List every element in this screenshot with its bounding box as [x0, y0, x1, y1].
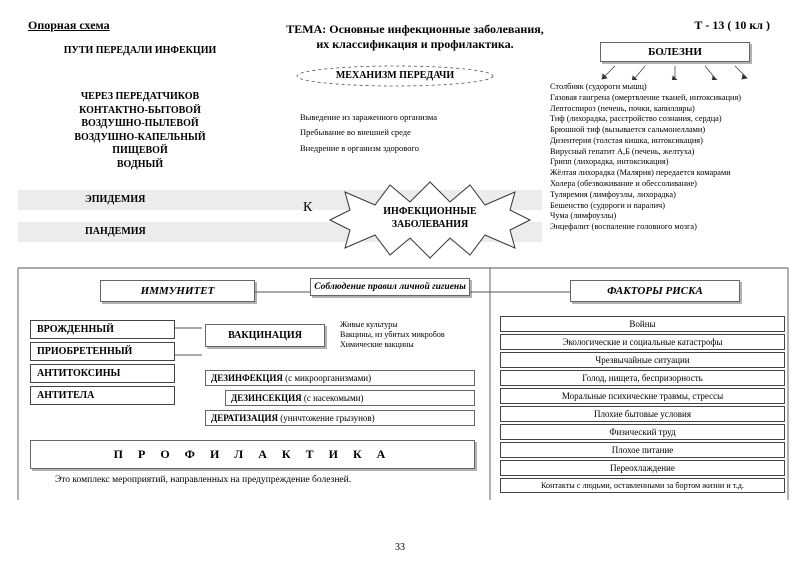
connectors-icon	[0, 0, 800, 565]
page-number: 33	[0, 542, 800, 553]
